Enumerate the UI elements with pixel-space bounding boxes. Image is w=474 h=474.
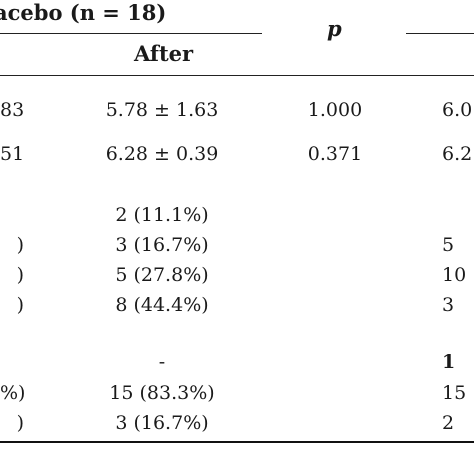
after-cell: -: [158, 351, 166, 373]
after-cell: 15 (83.3%): [109, 382, 215, 404]
next-group-header-rule: [406, 33, 474, 34]
p-value-cell: 1.000: [307, 99, 363, 121]
next-group-cell: 6.2: [442, 143, 473, 165]
before-cell: ): [16, 264, 24, 286]
after-cell: 3 (16.7%): [115, 412, 209, 434]
next-group-cell: 6.0: [442, 99, 473, 121]
before-cell: %): [0, 382, 26, 404]
after-cell: 5 (27.8%): [115, 264, 209, 286]
next-group-cell: 10: [442, 264, 467, 286]
p-value-header: p: [327, 16, 342, 41]
next-group-cell: 3: [442, 294, 455, 316]
after-cell: 2 (11.1%): [115, 204, 209, 226]
table-bottom-rule: [0, 441, 474, 443]
before-cell: ): [16, 234, 24, 256]
after-column-header: After: [134, 41, 194, 66]
next-group-cell: 1: [442, 351, 456, 373]
before-cell: 51: [0, 143, 25, 165]
after-cell: 3 (16.7%): [115, 234, 209, 256]
placebo-group-header: acebo (n = 18): [0, 0, 167, 25]
after-cell: 5.78 ± 1.63: [105, 99, 219, 121]
after-cell: 8 (44.4%): [115, 294, 209, 316]
next-group-cell: 2: [442, 412, 455, 434]
before-cell: 83: [0, 99, 25, 121]
header-bottom-rule: [0, 75, 474, 76]
p-value-cell: 0.371: [307, 143, 363, 165]
next-group-cell: 5: [442, 234, 455, 256]
after-cell: 6.28 ± 0.39: [105, 143, 219, 165]
group-header-rule: [0, 33, 262, 34]
before-cell: ): [16, 412, 24, 434]
next-group-cell: 15: [442, 382, 467, 404]
before-cell: ): [16, 294, 24, 316]
